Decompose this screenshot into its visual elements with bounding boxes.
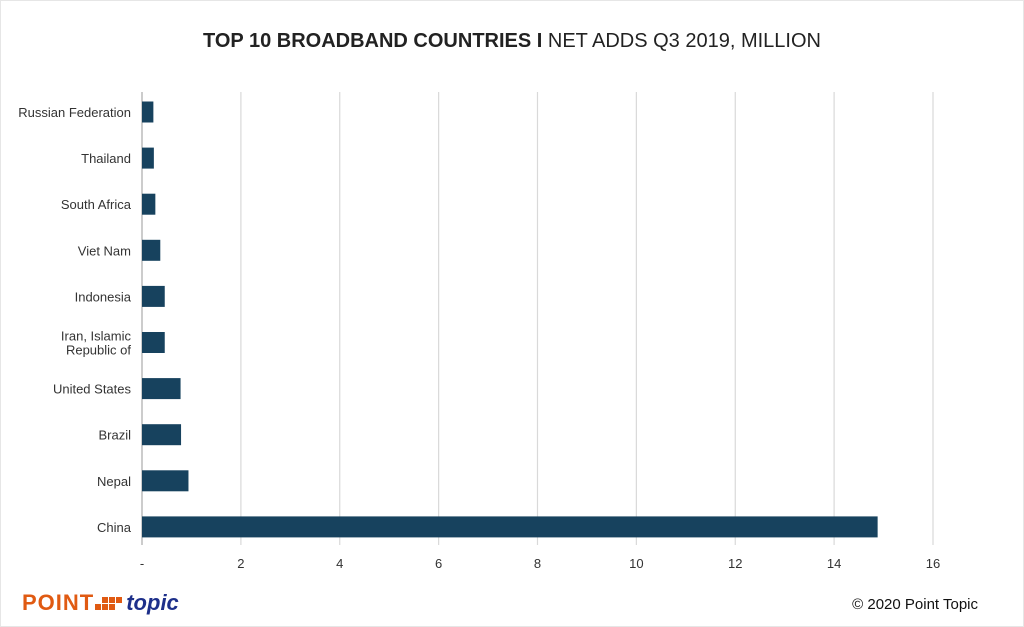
bar (142, 239, 161, 261)
bar (142, 332, 165, 353)
y-tick-label: United States (53, 382, 132, 397)
copyright: © 2020 Point Topic (852, 596, 978, 613)
y-tick-label: Indonesia (75, 289, 132, 304)
x-tick-label: 10 (629, 556, 643, 571)
bar (142, 470, 189, 492)
x-tick-label: 8 (534, 556, 541, 571)
logo-squares-icon (95, 596, 123, 610)
x-tick-label: 6 (435, 556, 442, 571)
x-tick-label: - (140, 556, 144, 571)
y-tick-label: Iran, Islamic (61, 329, 132, 344)
bar (142, 147, 154, 169)
x-tick-label: 14 (827, 556, 841, 571)
title-bold: TOP 10 BROADBAND COUNTRIES I (203, 30, 543, 52)
x-tick-label: 4 (336, 556, 343, 571)
bar (142, 285, 165, 307)
chart-title: TOP 10 BROADBAND COUNTRIES I NET ADDS Q3… (0, 30, 1024, 53)
y-tick-label: China (97, 520, 132, 535)
point-topic-logo: POINT topic (22, 590, 179, 616)
bar (142, 378, 181, 400)
y-tick-label: Russian Federation (18, 105, 131, 120)
y-tick-label: Nepal (97, 474, 131, 489)
bar (142, 424, 182, 446)
y-tick-label: Republic of (66, 343, 131, 358)
bar (142, 193, 156, 215)
x-tick-label: 2 (237, 556, 244, 571)
x-tick-label: 12 (728, 556, 742, 571)
title-rest: NET ADDS Q3 2019, MILLION (542, 30, 821, 52)
bar (142, 101, 154, 123)
logo-point: POINT (22, 590, 95, 615)
logo-topic: topic (126, 590, 179, 615)
x-tick-label: 16 (926, 556, 940, 571)
y-tick-label: Brazil (98, 428, 131, 443)
bar (142, 516, 878, 538)
y-tick-label: Viet Nam (78, 243, 131, 258)
y-tick-label: Thailand (81, 151, 131, 166)
y-tick-label: South Africa (61, 197, 132, 212)
